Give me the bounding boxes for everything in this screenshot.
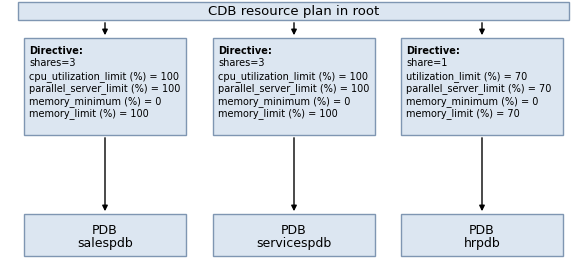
Text: PDB: PDB — [92, 225, 118, 237]
Text: servicespdb: servicespdb — [257, 236, 332, 250]
Text: cpu_utilization_limit (%) = 100: cpu_utilization_limit (%) = 100 — [29, 71, 179, 82]
FancyBboxPatch shape — [213, 214, 375, 256]
Text: CDB resource plan in root: CDB resource plan in root — [208, 4, 379, 18]
Text: utilization_limit (%) = 70: utilization_limit (%) = 70 — [406, 71, 527, 82]
Text: share=1: share=1 — [406, 58, 447, 68]
Text: parallel_server_limit (%) = 100: parallel_server_limit (%) = 100 — [29, 83, 180, 94]
Text: cpu_utilization_limit (%) = 100: cpu_utilization_limit (%) = 100 — [218, 71, 368, 82]
Text: memory_limit (%) = 100: memory_limit (%) = 100 — [218, 109, 338, 119]
Text: Directive:: Directive: — [406, 46, 460, 56]
Text: Directive:: Directive: — [29, 46, 83, 56]
FancyBboxPatch shape — [401, 38, 563, 135]
Text: Directive:: Directive: — [218, 46, 272, 56]
Text: memory_minimum (%) = 0: memory_minimum (%) = 0 — [218, 96, 350, 107]
Text: memory_limit (%) = 70: memory_limit (%) = 70 — [406, 109, 519, 119]
FancyBboxPatch shape — [24, 38, 186, 135]
Text: shares=3: shares=3 — [218, 58, 265, 68]
Text: hrpdb: hrpdb — [464, 236, 500, 250]
Text: PDB: PDB — [469, 225, 495, 237]
FancyBboxPatch shape — [18, 2, 569, 20]
Text: parallel_server_limit (%) = 70: parallel_server_limit (%) = 70 — [406, 83, 551, 94]
Text: parallel_server_limit (%) = 100: parallel_server_limit (%) = 100 — [218, 83, 369, 94]
Text: PDB: PDB — [281, 225, 307, 237]
Text: salespdb: salespdb — [77, 236, 133, 250]
FancyBboxPatch shape — [213, 38, 375, 135]
FancyBboxPatch shape — [401, 214, 563, 256]
FancyBboxPatch shape — [24, 214, 186, 256]
Text: memory_limit (%) = 100: memory_limit (%) = 100 — [29, 109, 149, 119]
Text: memory_minimum (%) = 0: memory_minimum (%) = 0 — [406, 96, 538, 107]
Text: memory_minimum (%) = 0: memory_minimum (%) = 0 — [29, 96, 161, 107]
Text: shares=3: shares=3 — [29, 58, 76, 68]
